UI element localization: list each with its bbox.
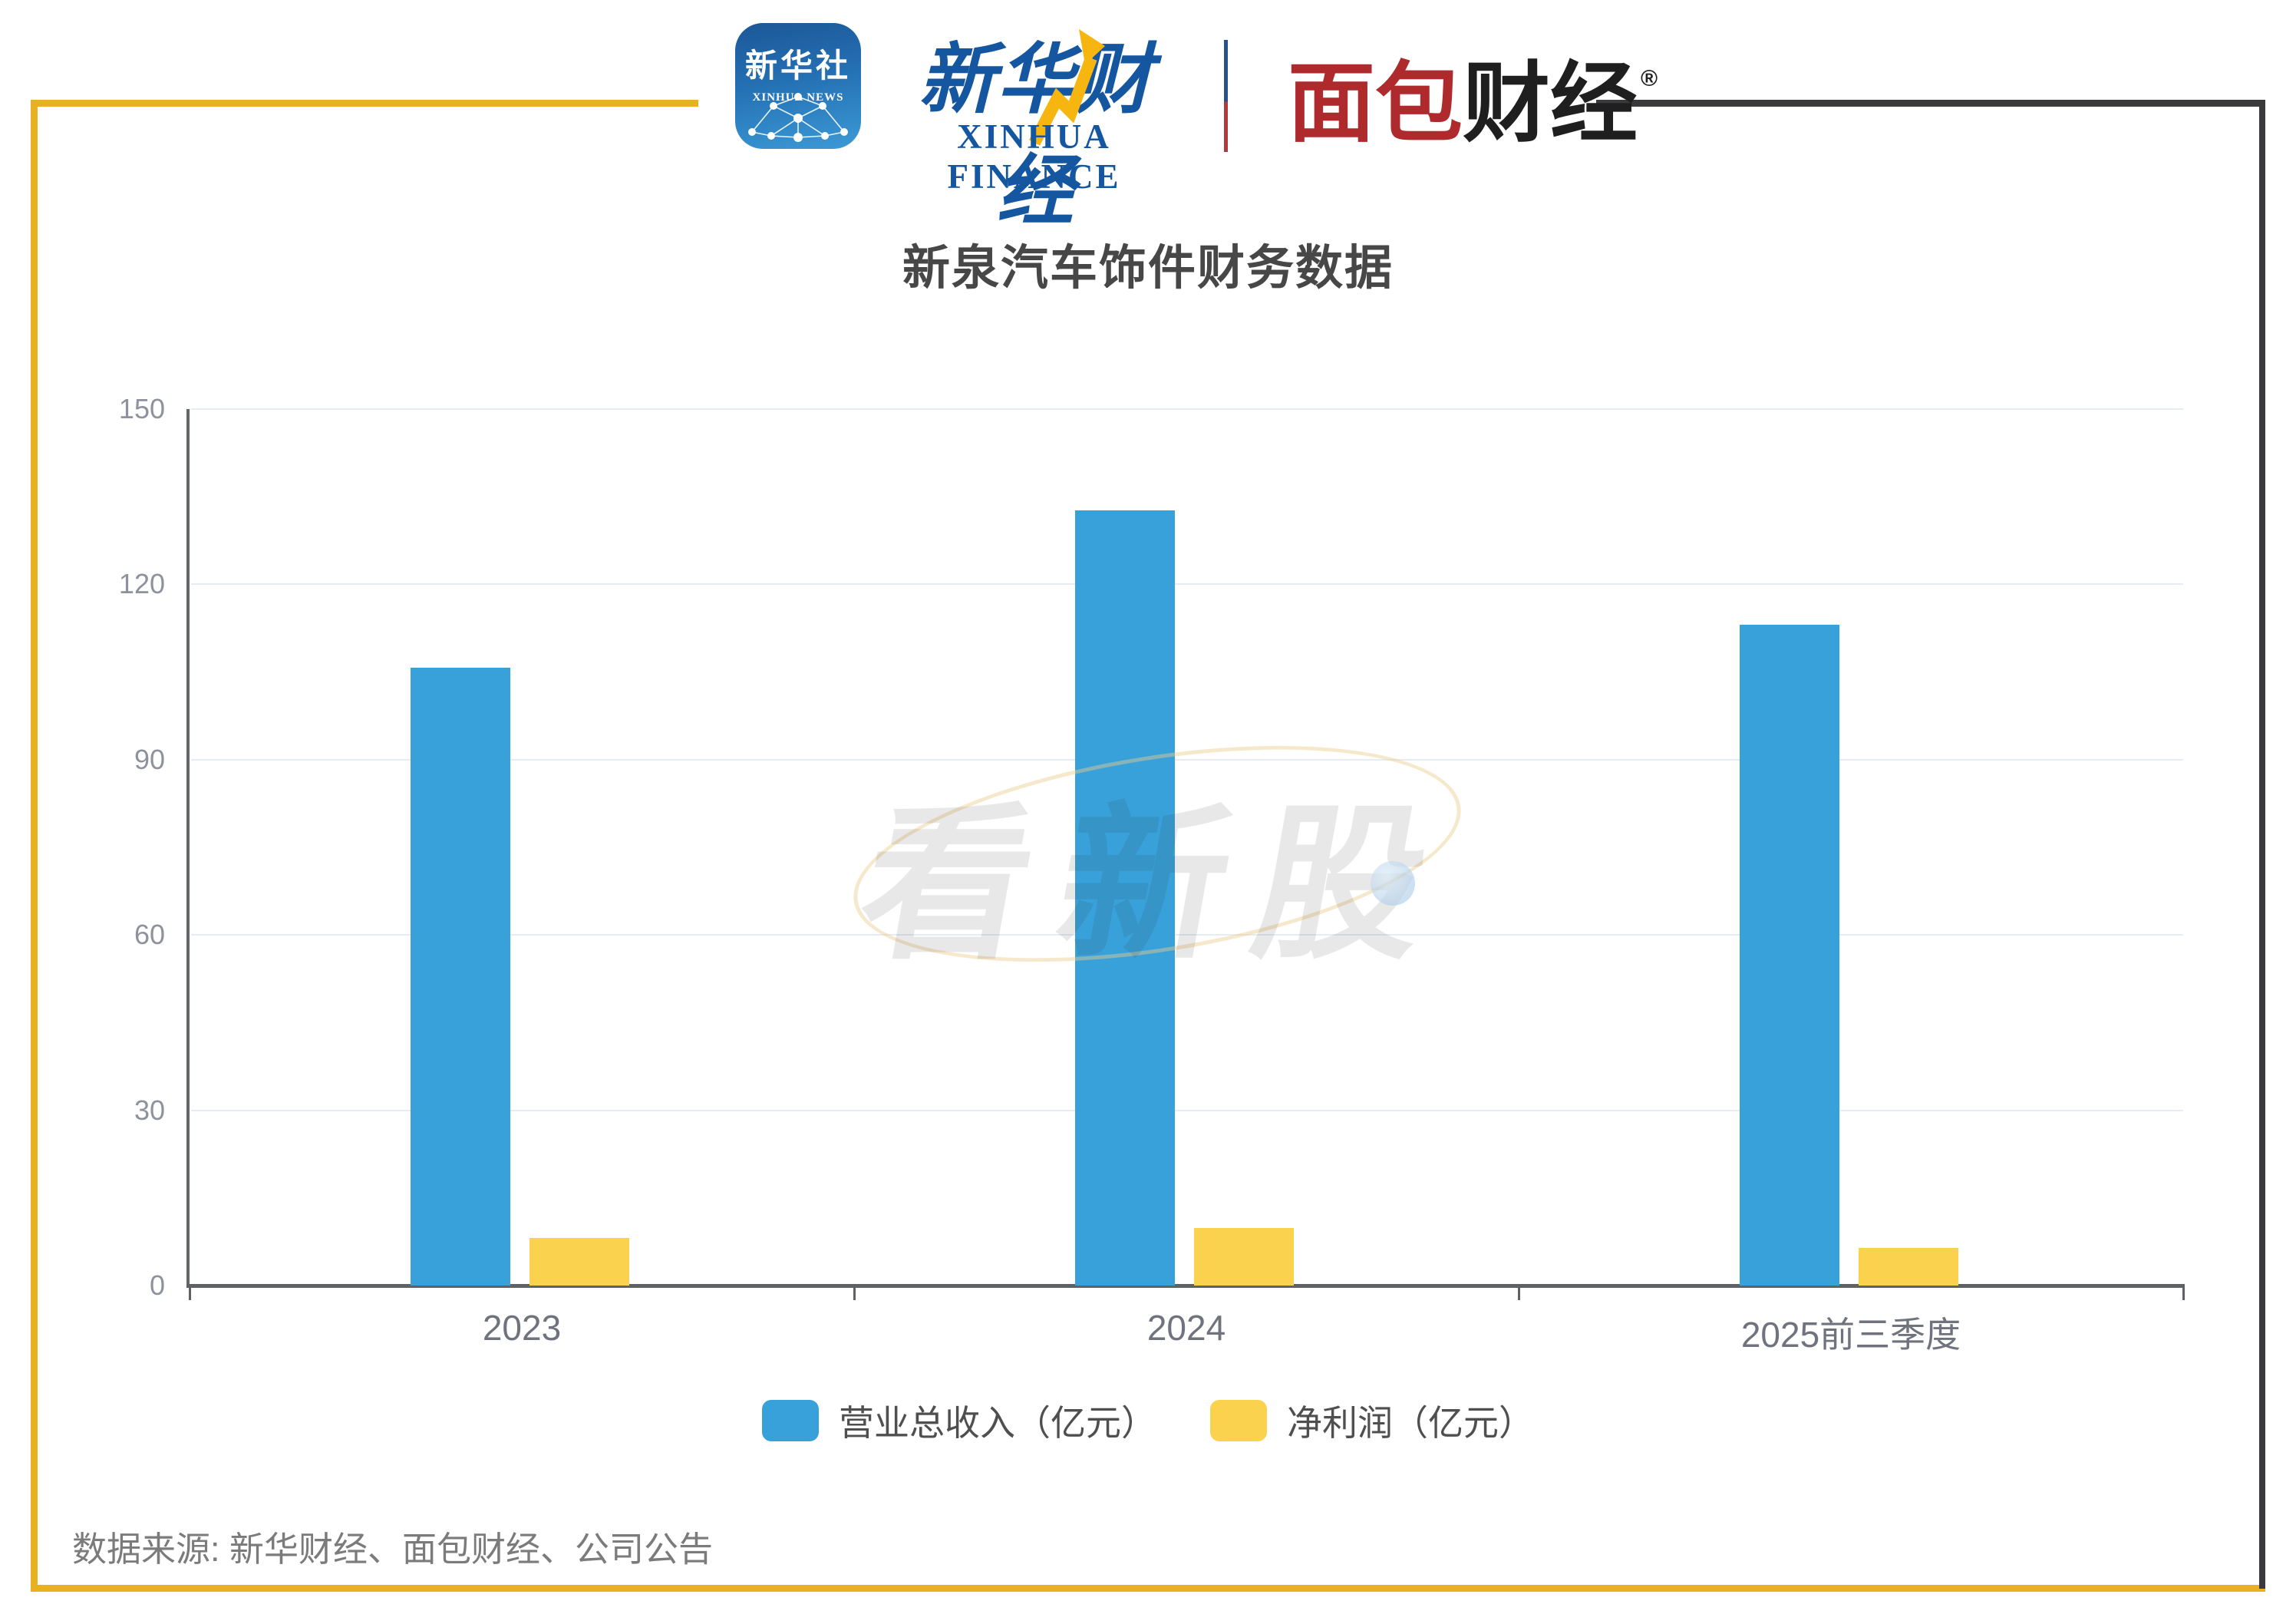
bar-营业总收入（亿元）-2025前三季度 [1740,625,1839,1286]
x-axis-line [186,1284,2185,1288]
frame-top-right-line [1596,100,2265,107]
gridline-30 [191,1110,2183,1111]
xinhua-finance-logo-en: XINHUA FINANCE [947,117,1121,196]
y-axis-tick-label-0: 0 [149,1269,165,1301]
bar-营业总收入（亿元）-2023 [411,668,510,1286]
x-category-label-2023: 2023 [482,1308,562,1348]
y-axis-tick-label-120: 120 [118,568,165,599]
gridline-150 [191,408,2183,410]
chart-title: 新泉汽车饰件财务数据 [902,242,1394,295]
legend-label: 营业总收入（亿元） [839,1403,1156,1443]
xinhua-news-app-icon: 新华社 XINHUA NEWS [735,23,861,149]
xinhua-finance-logo-cn: 新华财经 [919,37,1153,234]
chart-legend: 营业总收入（亿元） 净利润（亿元） [0,1395,2296,1446]
mianbao-logo-black-part: 财经 [1463,55,1638,153]
y-axis-line [186,409,190,1286]
bar-营业总收入（亿元）-2024 [1075,510,1175,1286]
mianbao-logo-red-part: 面包 [1288,55,1463,153]
frame-right-line [2259,100,2265,1589]
x-category-label-2025前三季度: 2025前三季度 [1740,1315,1961,1355]
registered-trademark-icon: ® [1641,66,1658,91]
gridline-120 [191,583,2183,585]
y-axis-tick-label-60: 60 [134,919,165,950]
legend-item-净利润（亿元）: 净利润（亿元） [1210,1395,1534,1446]
legend-swatch [762,1400,819,1441]
y-axis-tick-label-150: 150 [118,393,165,424]
legend-swatch [1210,1400,1267,1441]
x-axis-tick [1518,1287,1520,1300]
x-axis-tick [853,1287,856,1300]
frame-top-left-line [31,100,698,107]
header-divider [1224,40,1228,152]
bar-净利润（亿元）-2025前三季度 [1859,1248,1958,1286]
legend-item-营业总收入（亿元）: 营业总收入（亿元） [762,1395,1156,1446]
x-category-label-2024: 2024 [1146,1308,1226,1348]
frame-left-line [31,100,38,1592]
network-constellation-icon [748,93,848,142]
y-axis-tick-label-30: 30 [134,1094,165,1126]
y-axis-tick-label-90: 90 [134,744,165,775]
data-source-note: 数据来源: 新华财经、面包财经、公司公告 [72,1530,714,1569]
rising-arrow-icon [1028,29,1105,146]
gridline-60 [191,934,2183,936]
watermark-globe-icon [1371,861,1415,906]
xinhua-news-icon-cn: 新华社 [744,48,851,84]
bar-净利润（亿元）-2024 [1194,1228,1294,1286]
frame-bottom-line [31,1585,2265,1592]
legend-label: 净利润（亿元） [1287,1403,1534,1443]
mianbao-finance-logo: 面包财经 ® [1288,32,1658,159]
bar-净利润（亿元）-2023 [529,1238,629,1286]
x-axis-tick [2182,1287,2185,1300]
x-axis-tick [189,1287,191,1300]
gridline-90 [191,759,2183,761]
